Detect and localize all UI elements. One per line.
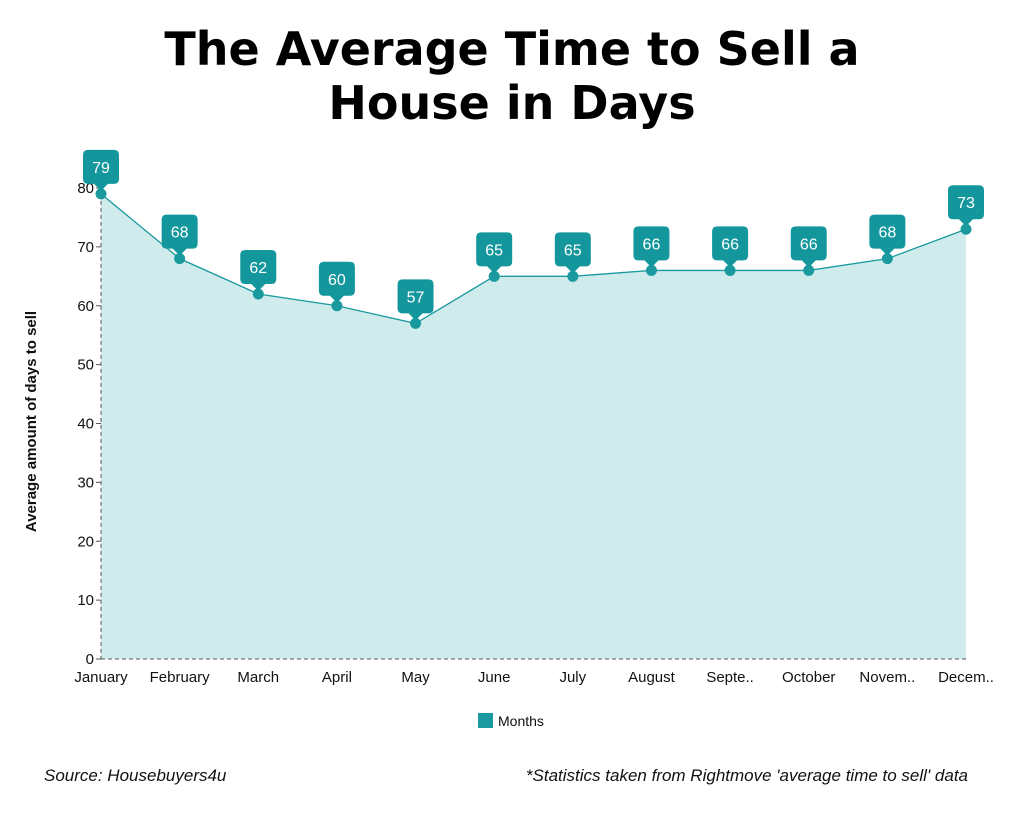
title-line-1: The Average Time to Sell a: [164, 22, 860, 76]
series-line: [100, 193, 967, 325]
data-label-callout: [240, 249, 277, 291]
data-point: [331, 300, 343, 312]
y-tick-label: 10: [77, 592, 94, 609]
data-point: [174, 253, 186, 265]
y-tick-label: 40: [77, 416, 94, 433]
x-tick-label: June: [478, 669, 511, 686]
data-label: 66: [800, 236, 818, 253]
data-point: [567, 270, 579, 282]
data-label-callout: [948, 185, 984, 227]
data-point: [410, 317, 422, 329]
data-point: [803, 264, 815, 276]
x-tick-label: Decem..: [938, 669, 994, 686]
y-tick-label: 80: [77, 180, 94, 197]
legend-label: Months: [498, 713, 544, 729]
x-tick-label: October: [782, 669, 835, 686]
x-tick-label: August: [628, 669, 676, 686]
x-tick-label: April: [322, 669, 352, 686]
x-tick-label: Novem..: [859, 669, 915, 686]
y-tick-label: 30: [77, 474, 94, 491]
source-note: Source: Housebuyers4u: [44, 766, 227, 785]
y-tick-label: 50: [77, 357, 94, 374]
x-tick-label: January: [74, 669, 128, 686]
data-label-callout: [790, 226, 827, 268]
y-axis-title: Average amount of days to sell: [23, 311, 40, 532]
title-line-2: House in Days: [328, 76, 696, 130]
data-label: 68: [171, 225, 189, 242]
data-label-callout: [161, 214, 198, 256]
data-label: 65: [564, 242, 582, 259]
x-tick-label: July: [559, 669, 586, 686]
data-label: 79: [92, 160, 110, 177]
data-label: 68: [878, 225, 896, 242]
data-label: 65: [485, 242, 503, 259]
y-tick-label: 60: [77, 298, 94, 315]
data-label: 62: [249, 260, 267, 277]
statistics-note: *Statistics taken from Rightmove 'averag…: [525, 766, 968, 785]
data-label: 73: [957, 195, 975, 212]
data-label-callout: [869, 214, 906, 256]
x-tick-label: May: [401, 669, 430, 686]
data-label: 66: [721, 236, 739, 253]
data-point: [488, 270, 500, 282]
data-label-callout: [83, 149, 119, 191]
y-tick-label: 0: [86, 651, 94, 668]
y-tick-label: 70: [77, 239, 94, 256]
y-tick-label: 20: [77, 533, 94, 550]
data-label-callout: [633, 226, 670, 268]
data-label: 57: [407, 289, 425, 306]
data-point: [645, 264, 657, 276]
x-tick-label: February: [150, 669, 211, 686]
x-tick-label: March: [237, 669, 279, 686]
area-fill: [101, 193, 966, 659]
data-label-callout: [397, 279, 434, 321]
legend-swatch: [478, 713, 493, 728]
data-label-callout: [554, 232, 591, 274]
data-point: [252, 288, 264, 300]
data-label-callout: [476, 232, 513, 274]
x-tick-label: Septe..: [706, 669, 754, 686]
data-label: 60: [328, 272, 346, 289]
data-point: [95, 188, 107, 200]
chart-title: The Average Time to Sell a House in Days: [0, 22, 1024, 130]
data-label: 66: [643, 236, 661, 253]
data-label-callout: [712, 226, 749, 268]
data-label-callout: [318, 261, 355, 303]
data-point: [960, 223, 972, 235]
data-point: [881, 253, 893, 265]
data-point: [724, 264, 736, 276]
